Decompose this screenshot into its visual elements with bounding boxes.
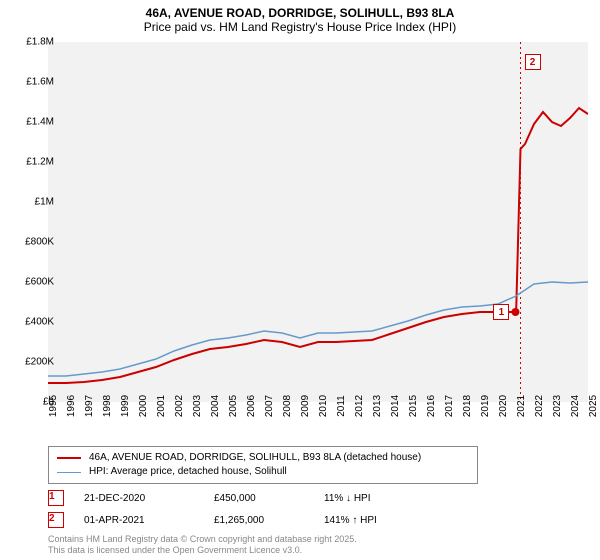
sale-marker: 1: [48, 490, 64, 506]
sale-change: 11% ↓ HPI: [324, 493, 371, 504]
x-axis-label: 1995: [48, 395, 59, 417]
y-axis-label: £1.4M: [26, 117, 54, 128]
y-axis-label: £1M: [35, 197, 54, 208]
x-axis-label: 2008: [282, 395, 293, 417]
x-axis-label: 2023: [552, 395, 563, 417]
x-axis-label: 1999: [120, 395, 131, 417]
sale-marker: 2: [48, 512, 64, 528]
x-axis-label: 1996: [66, 395, 77, 417]
x-axis-label: 2005: [228, 395, 239, 417]
chart-svg: [48, 42, 588, 402]
sales-list: 1 21-DEC-2020 £450,000 11% ↓ HPI 2 01-APR-202…: [48, 490, 377, 534]
x-axis-label: 2020: [498, 395, 509, 417]
attribution-line2: This data is licensed under the Open Gov…: [48, 545, 357, 556]
x-axis-label: 2010: [318, 395, 329, 417]
x-axis-label: 2022: [534, 395, 545, 417]
sale-price: £1,265,000: [214, 515, 304, 526]
legend-swatch: [57, 472, 81, 473]
x-axis-label: 2015: [408, 395, 419, 417]
legend-label: 46A, AVENUE ROAD, DORRIDGE, SOLIHULL, B9…: [89, 451, 421, 465]
x-axis-label: 2007: [264, 395, 275, 417]
chart-area: 12: [48, 42, 588, 402]
sale-marker-on-chart: 2: [525, 54, 541, 70]
legend-label: HPI: Average price, detached house, Soli…: [89, 465, 287, 479]
title-address: 46A, AVENUE ROAD, DORRIDGE, SOLIHULL, B9…: [0, 6, 600, 20]
y-axis-label: £1.2M: [26, 157, 54, 168]
legend-row: HPI: Average price, detached house, Soli…: [57, 465, 469, 479]
x-axis-label: 2013: [372, 395, 383, 417]
y-axis-label: £400K: [25, 317, 54, 328]
sale-date: 21-DEC-2020: [84, 493, 194, 504]
sale-row: 1 21-DEC-2020 £450,000 11% ↓ HPI: [48, 490, 377, 506]
y-axis-label: £200K: [25, 357, 54, 368]
y-axis-label: £800K: [25, 237, 54, 248]
sale-change: 141% ↑ HPI: [324, 515, 377, 526]
legend-box: 46A, AVENUE ROAD, DORRIDGE, SOLIHULL, B9…: [48, 446, 478, 484]
sale-dot: [511, 308, 519, 316]
sale-row: 2 01-APR-2021 £1,265,000 141% ↑ HPI: [48, 512, 377, 528]
series-price_paid: [48, 108, 588, 383]
x-axis-label: 2016: [426, 395, 437, 417]
x-axis-label: 2012: [354, 395, 365, 417]
attribution-line1: Contains HM Land Registry data © Crown c…: [48, 534, 357, 545]
x-axis-label: 2021: [516, 395, 527, 417]
series-hpi: [48, 282, 588, 376]
x-axis-label: 2018: [462, 395, 473, 417]
title-subtitle: Price paid vs. HM Land Registry's House …: [0, 20, 600, 34]
x-axis-label: 1998: [102, 395, 113, 417]
x-axis-label: 2001: [156, 395, 167, 417]
sale-marker-on-chart: 1: [493, 304, 509, 320]
sale-price: £450,000: [214, 493, 304, 504]
title-block: 46A, AVENUE ROAD, DORRIDGE, SOLIHULL, B9…: [0, 0, 600, 34]
y-axis-label: £1.8M: [26, 37, 54, 48]
x-axis-label: 2006: [246, 395, 257, 417]
x-axis-label: 2025: [588, 395, 599, 417]
sale-date: 01-APR-2021: [84, 515, 194, 526]
y-axis-label: £600K: [25, 277, 54, 288]
x-axis-label: 2004: [210, 395, 221, 417]
x-axis-label: 2019: [480, 395, 491, 417]
legend-swatch: [57, 457, 81, 459]
y-axis-label: £1.6M: [26, 77, 54, 88]
x-axis-label: 2017: [444, 395, 455, 417]
x-axis-label: 2014: [390, 395, 401, 417]
x-axis-label: 2002: [174, 395, 185, 417]
x-axis-label: 2000: [138, 395, 149, 417]
chart-container: 46A, AVENUE ROAD, DORRIDGE, SOLIHULL, B9…: [0, 0, 600, 560]
legend-row: 46A, AVENUE ROAD, DORRIDGE, SOLIHULL, B9…: [57, 451, 469, 465]
x-axis-label: 1997: [84, 395, 95, 417]
x-axis-label: 2003: [192, 395, 203, 417]
attribution: Contains HM Land Registry data © Crown c…: [48, 534, 357, 556]
x-axis-label: 2011: [336, 395, 347, 417]
x-axis-label: 2009: [300, 395, 311, 417]
x-axis-label: 2024: [570, 395, 581, 417]
